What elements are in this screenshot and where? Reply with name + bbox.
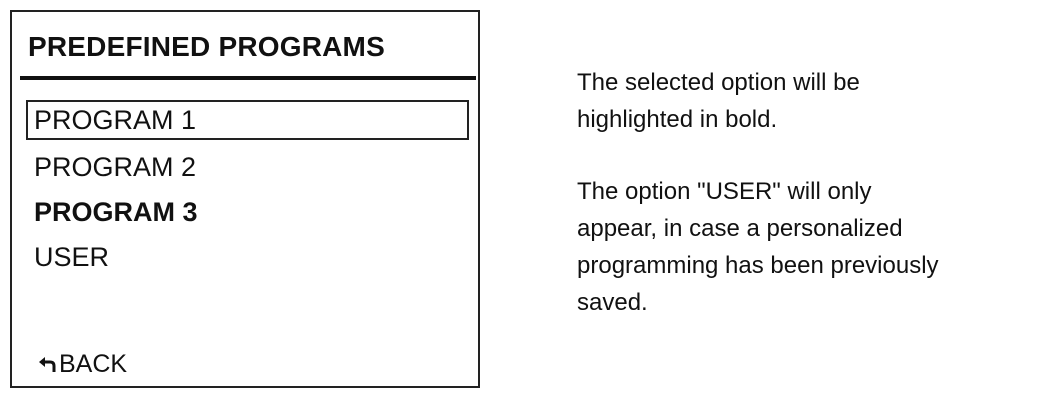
note-line: appear, in case a personalized [577, 215, 903, 242]
menu-item-program-3[interactable]: PROGRAM 3 [34, 197, 198, 227]
back-label: BACK [59, 350, 128, 378]
device-screen: PREDEFINED PROGRAMS PROGRAM 1 PROGRAM 2 … [10, 10, 480, 388]
note-line: The option "USER" will only [577, 178, 872, 205]
menu-item-program-2[interactable]: PROGRAM 2 [34, 152, 197, 182]
menu-item-user[interactable]: USER [34, 242, 110, 272]
menu-item-program-1[interactable]: PROGRAM 1 [26, 100, 469, 140]
note-line: programming has been previously [577, 252, 939, 279]
note-user-option: The option "USER" will only appear, in c… [577, 173, 939, 321]
back-button[interactable]: BACK [38, 350, 127, 379]
screen-title: PREDEFINED PROGRAMS [28, 31, 385, 62]
title-divider [20, 76, 476, 80]
note-line: highlighted in bold. [577, 106, 778, 133]
return-arrow-icon [39, 356, 56, 372]
note-line: The selected option will be [577, 69, 860, 96]
note-selection: The selected option will be highlighted … [577, 64, 860, 138]
note-line: saved. [577, 289, 648, 316]
